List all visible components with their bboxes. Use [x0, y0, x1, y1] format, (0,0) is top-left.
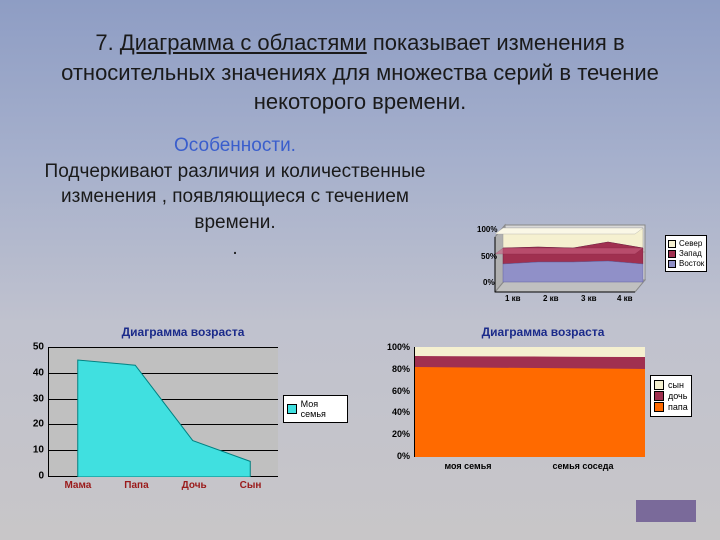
chart3d-xtick-0: 1 кв — [505, 294, 521, 303]
chart3d-ytick-2: 0% — [483, 278, 495, 287]
legend-label: Восток — [679, 259, 704, 268]
ytick: 0 — [38, 471, 44, 482]
legend-swatch — [654, 391, 664, 401]
legend-label: сын — [668, 380, 684, 390]
chart-br-area — [415, 347, 645, 457]
slide-title: 7. Диаграмма с областями показывает изме… — [0, 0, 720, 129]
chart3d-xtick-2: 3 кв — [581, 294, 597, 303]
title-prefix: 7. — [95, 30, 119, 55]
legend-swatch — [654, 380, 664, 390]
chart3d-xtick-3: 4 кв — [617, 294, 633, 303]
subtitle-dot: . — [30, 236, 440, 262]
chart-3d-stacked: 100% 50% 0% 1 кв 2 кв 3 кв 4 кв Север За… — [485, 220, 705, 310]
chart3d-xtick-1: 2 кв — [543, 294, 559, 303]
legend-label: дочь — [668, 391, 687, 401]
ytick: 50 — [33, 342, 44, 353]
legend-swatch — [287, 404, 297, 414]
legend-swatch — [668, 240, 676, 248]
chart-bl-legend: Моя семья — [283, 395, 348, 423]
ytick: 40 — [33, 367, 44, 378]
chart-br-title: Диаграмма возраста — [378, 325, 708, 339]
xtick: моя семья — [445, 461, 492, 471]
xtick: семья соседа — [553, 461, 614, 471]
title-underlined: Диаграмма с областями — [120, 30, 367, 55]
ytick: 80% — [392, 364, 410, 374]
chart-bottom-left: Диаграмма возраста 50 40 30 20 10 0 Мама… — [18, 325, 348, 505]
chart-bl-area — [49, 347, 279, 477]
xtick: Сын — [240, 480, 262, 491]
subtitle-block: Особенности. Подчеркивают различия и кол… — [0, 129, 500, 269]
ytick: 100% — [387, 342, 410, 352]
chart-bl-title: Диаграмма возраста — [18, 325, 348, 339]
legend-label: Моя семья — [301, 399, 344, 419]
legend-swatch — [654, 402, 664, 412]
chart-br-xlabels: моя семья семья соседа — [414, 461, 644, 471]
chart-bl-plot: 50 40 30 20 10 0 — [48, 347, 278, 477]
corner-decoration — [636, 500, 696, 522]
ytick: 10 — [33, 445, 44, 456]
chart-bl-xlabels: Мама Папа Дочь Сын — [48, 480, 278, 491]
chart3d-ytick-1: 50% — [481, 252, 497, 261]
xtick: Папа — [124, 480, 148, 491]
legend-swatch — [668, 260, 676, 268]
xtick: Дочь — [182, 480, 207, 491]
chart-br-legend: сын дочь папа — [650, 375, 692, 417]
ytick: 20 — [33, 419, 44, 430]
legend-label: Север — [679, 239, 702, 248]
chart3d-ytick-0: 100% — [477, 225, 497, 234]
subtitle-heading: Особенности. — [30, 133, 440, 159]
ytick: 20% — [392, 429, 410, 439]
ytick: 30 — [33, 393, 44, 404]
chart-bottom-right: Диаграмма возраста 100% 80% 60% 40% 20% … — [378, 325, 708, 505]
legend-label: Запад — [679, 249, 702, 258]
ytick: 60% — [392, 386, 410, 396]
subtitle-body: Подчеркивают различия и количественные и… — [30, 159, 440, 236]
legend-swatch — [668, 250, 676, 258]
legend-label: папа — [668, 402, 688, 412]
xtick: Мама — [64, 480, 91, 491]
chart-br-plot: 100% 80% 60% 40% 20% 0% — [414, 347, 644, 457]
ytick: 40% — [392, 407, 410, 417]
chart3d-legend: Север Запад Восток — [665, 235, 707, 272]
ytick: 0% — [397, 451, 410, 461]
